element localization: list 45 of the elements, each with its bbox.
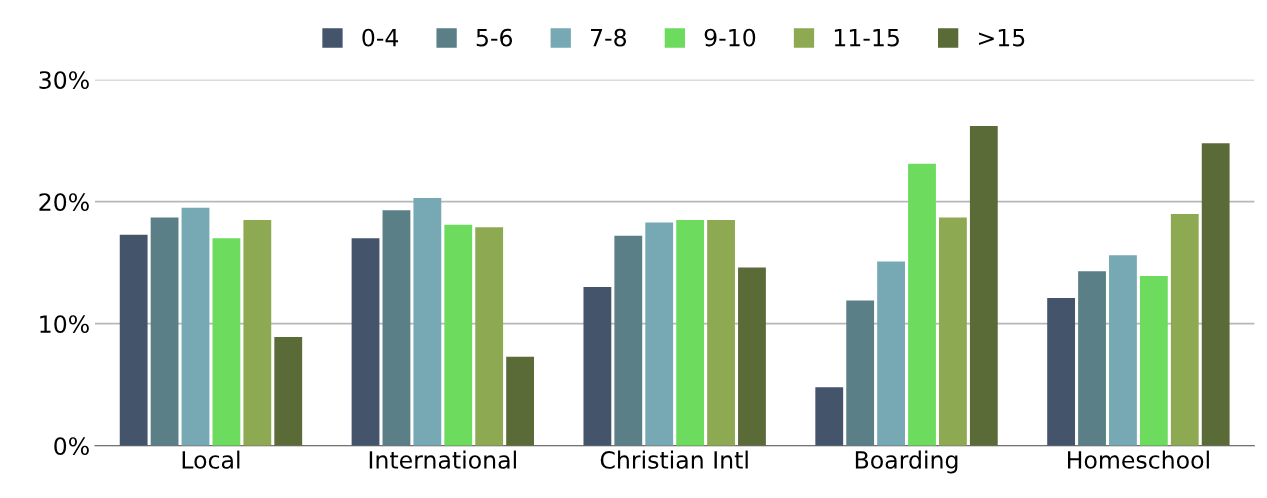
bar [877,261,905,446]
bar [1047,298,1076,446]
x-tick-label: International [369,450,516,469]
bar [506,356,535,446]
bar [614,235,643,446]
bar [908,163,936,446]
legend-label: 0-4 [362,28,399,47]
bar [1201,143,1230,446]
y-tick-label: 10% [40,315,89,334]
bar [583,287,612,446]
bar [707,219,735,446]
legend-label: 7-8 [590,28,627,47]
y-tick-label: 0% [54,437,89,456]
bar [212,238,241,446]
x-tick-label: Boarding [855,450,958,474]
bar [444,224,473,446]
bar [413,198,442,446]
bar [243,219,272,446]
bar [846,300,875,446]
bar [181,207,210,446]
legend-label: 11-15 [834,28,899,47]
bar [150,217,179,446]
x-tick-label: Christian Intl [600,450,748,469]
bar [738,267,766,446]
bar [939,217,967,446]
x-tick-label: Homeschool [1068,450,1209,469]
bar [969,126,998,446]
bar [119,234,148,446]
bar [351,238,380,446]
legend-label: 5-6 [476,28,513,47]
x-tick-label: Local [182,450,240,469]
bar [1170,213,1199,446]
bar [1078,271,1106,446]
y-tick-label: 20% [39,193,89,211]
bar [475,227,504,446]
bar [382,210,411,446]
bar [645,222,674,446]
legend-label: >15 [978,28,1025,47]
legend-label: 9-10 [704,28,756,47]
bar [1139,276,1168,446]
bar [1109,255,1137,446]
bar [676,219,705,446]
bar [815,387,844,446]
y-tick-label: 30% [39,71,89,89]
bar [274,337,303,446]
